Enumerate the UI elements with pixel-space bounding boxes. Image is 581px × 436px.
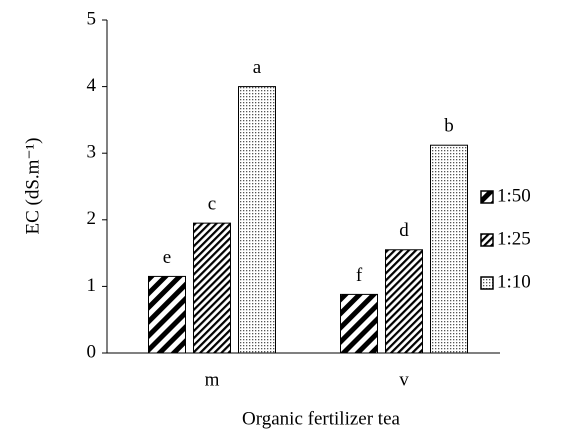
legend-label: 1:50 — [497, 185, 531, 206]
bar — [193, 222, 231, 354]
x-axis-label: Organic fertilizer tea — [242, 408, 400, 429]
data-label: b — [444, 116, 454, 137]
legend-swatch — [480, 233, 494, 247]
bar — [385, 249, 423, 354]
x-tick-label: v — [399, 369, 409, 390]
data-label: f — [356, 265, 363, 286]
y-tick-label: 5 — [87, 8, 97, 29]
data-label: e — [163, 247, 171, 268]
legend-swatch — [480, 190, 494, 204]
legend-swatch — [480, 276, 494, 290]
data-label: d — [399, 220, 409, 241]
y-tick-label: 4 — [87, 75, 97, 96]
bar — [148, 275, 186, 354]
data-label: a — [253, 57, 262, 78]
x-tick-label: m — [205, 369, 220, 390]
y-tick-label: 2 — [87, 208, 97, 229]
y-tick-label: 3 — [87, 142, 97, 163]
legend-label: 1:25 — [497, 228, 531, 249]
bar — [430, 144, 468, 354]
data-label: c — [208, 193, 216, 214]
y-axis-label: EC (dS.m⁻¹) — [22, 137, 43, 234]
bar — [340, 293, 378, 354]
legend-label: 1:10 — [497, 271, 531, 292]
y-tick-label: 1 — [87, 275, 97, 296]
y-tick-label: 0 — [87, 341, 97, 362]
bar — [238, 86, 276, 354]
